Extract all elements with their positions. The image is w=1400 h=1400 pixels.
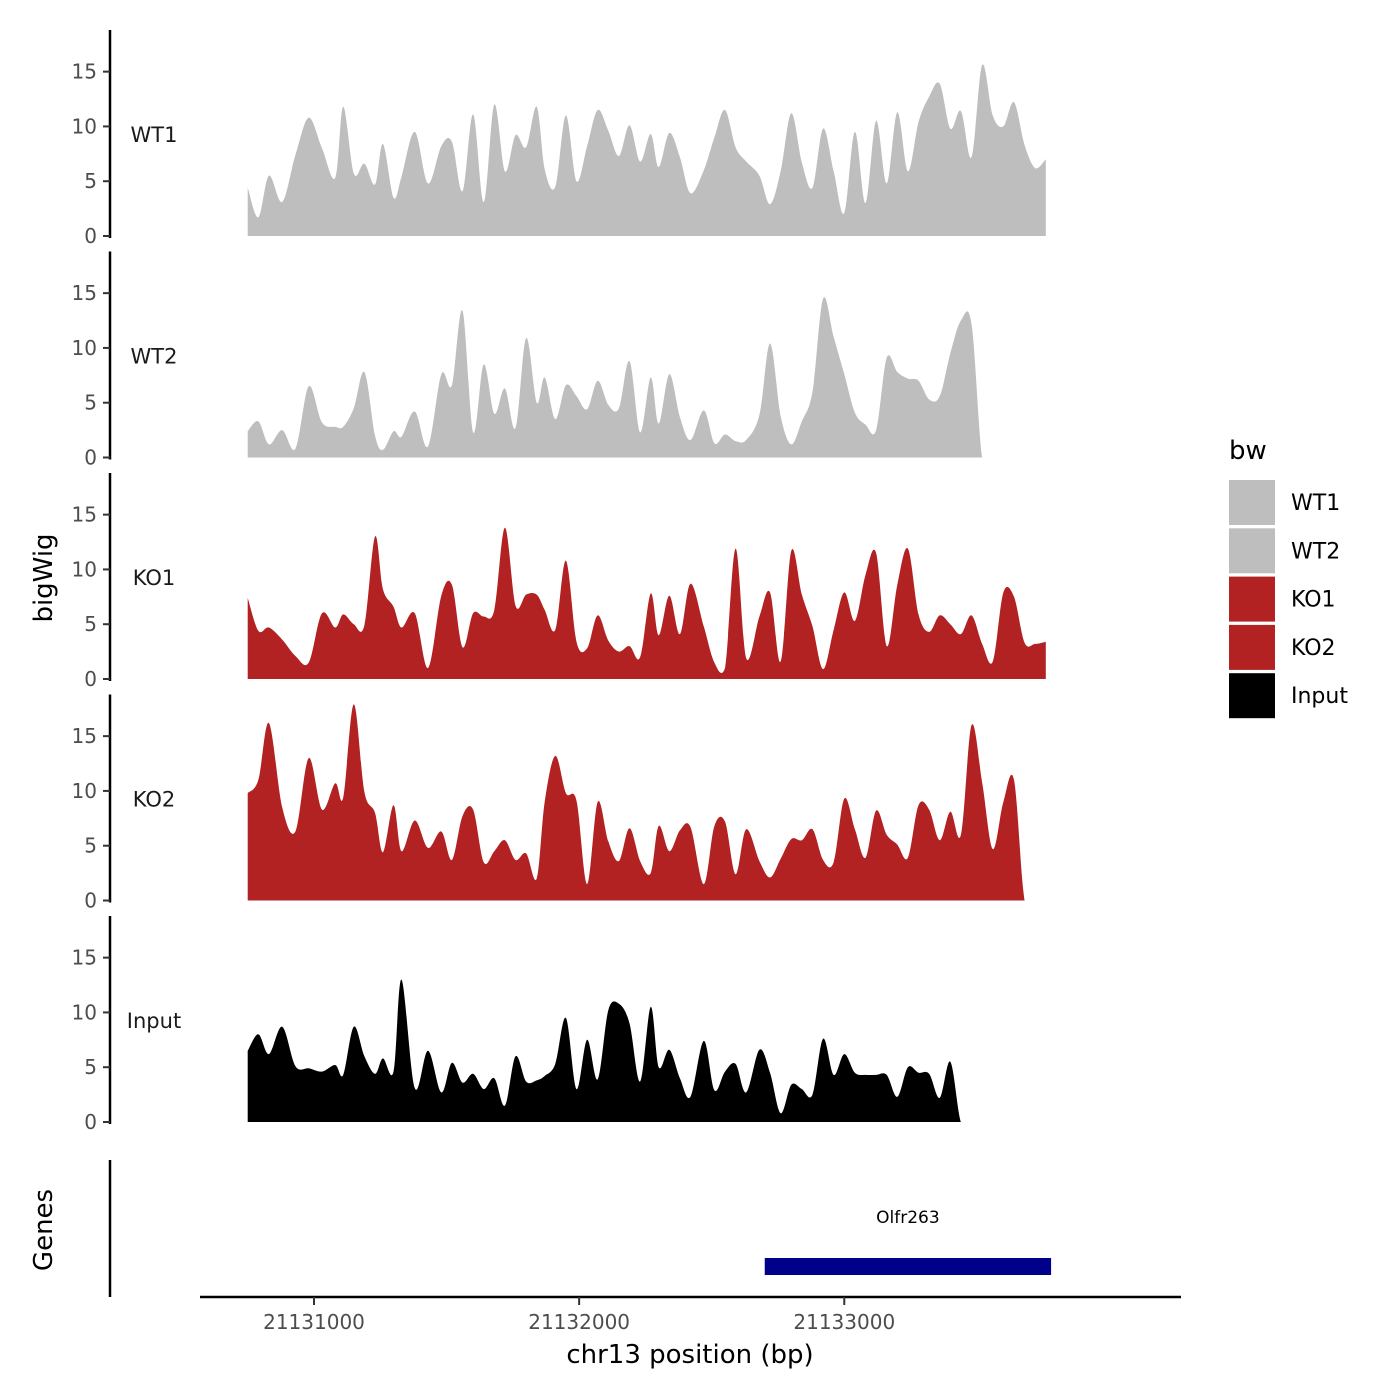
track-label: KO1 bbox=[133, 566, 176, 590]
y-tick-label: 10 bbox=[72, 336, 97, 360]
legend-label-wt1: WT1 bbox=[1291, 491, 1340, 516]
y-tick-label: 15 bbox=[72, 60, 97, 84]
y-axis-title: bigWig bbox=[29, 533, 59, 622]
area-wt1 bbox=[247, 64, 1046, 236]
y-tick-label: 10 bbox=[72, 779, 97, 803]
genes-panel: Olfr263 bbox=[108, 1160, 1052, 1297]
y-tick-label: 15 bbox=[72, 281, 97, 305]
x-axis: 21131000 21132000 21133000 bbox=[200, 1295, 1181, 1334]
y-tick-label: 5 bbox=[84, 391, 97, 415]
gene-body bbox=[764, 1258, 1052, 1275]
y-tick-label: 10 bbox=[72, 1000, 97, 1024]
y-tick-label: 0 bbox=[84, 1110, 97, 1134]
y-tick-label: 0 bbox=[84, 889, 97, 913]
legend-title: bw bbox=[1229, 436, 1267, 466]
bigwig-tracks: 0 5 10 15 WT1 0 5 10 15 WT2 0 5 10 15 KO1 0 5 10 15 KO2 0 5 10… bbox=[72, 30, 1046, 1134]
x-tick-label: 21131000 bbox=[263, 1310, 365, 1334]
gene-label: Olfr263 bbox=[876, 1208, 940, 1228]
y-tick-label: 5 bbox=[84, 169, 97, 193]
legend: bw WT1 WT2 KO1 KO2 Input bbox=[1229, 436, 1348, 719]
legend-label-ko1: KO1 bbox=[1291, 588, 1336, 613]
y-tick-label: 5 bbox=[84, 834, 97, 858]
area-ko1 bbox=[247, 527, 1046, 679]
x-tick-label: 21133000 bbox=[793, 1310, 895, 1334]
y-tick-label: 15 bbox=[72, 724, 97, 748]
track-label: KO2 bbox=[133, 788, 176, 812]
y-tick-label: 10 bbox=[72, 557, 97, 581]
legend-swatch-wt1 bbox=[1229, 480, 1275, 525]
y-tick-label: 5 bbox=[84, 1055, 97, 1079]
legend-swatch-input bbox=[1229, 673, 1275, 719]
y-tick-label: 0 bbox=[84, 224, 97, 248]
y-tick-label: 5 bbox=[84, 612, 97, 636]
legend-label-input: Input bbox=[1291, 684, 1348, 709]
genes-axis-title: Genes bbox=[29, 1189, 59, 1271]
y-tick-label: 10 bbox=[72, 114, 97, 138]
area-wt2 bbox=[247, 297, 1046, 458]
x-axis-title: chr13 position (bp) bbox=[566, 1340, 813, 1370]
legend-label-wt2: WT2 bbox=[1291, 539, 1340, 564]
track-input: 0 5 10 15 Input bbox=[72, 916, 1046, 1134]
y-tick-label: 15 bbox=[72, 503, 97, 527]
y-tick-label: 15 bbox=[72, 946, 97, 970]
track-label: WT1 bbox=[131, 123, 178, 147]
track-wt2: 0 5 10 15 WT2 bbox=[72, 251, 1046, 470]
track-ko2: 0 5 10 15 KO2 bbox=[72, 694, 1046, 913]
area-input bbox=[247, 979, 1046, 1122]
area-ko2 bbox=[247, 704, 1046, 901]
legend-swatch-wt2 bbox=[1229, 528, 1275, 574]
y-tick-label: 0 bbox=[84, 446, 97, 470]
legend-label-ko2: KO2 bbox=[1291, 636, 1336, 661]
track-label: WT2 bbox=[131, 345, 178, 369]
y-tick-label: 0 bbox=[84, 667, 97, 691]
track-ko1: 0 5 10 15 KO1 bbox=[72, 473, 1046, 691]
legend-swatch-ko1 bbox=[1229, 576, 1275, 622]
track-wt1: 0 5 10 15 WT1 bbox=[72, 30, 1046, 248]
track-label: Input bbox=[127, 1009, 181, 1033]
x-tick-label: 21132000 bbox=[528, 1310, 630, 1334]
legend-swatch-ko2 bbox=[1229, 624, 1275, 670]
